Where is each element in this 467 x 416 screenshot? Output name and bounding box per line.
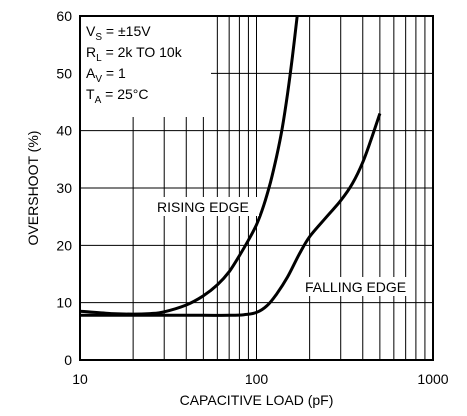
x-tick-label: 10 xyxy=(72,371,88,387)
condition-subscript: L xyxy=(96,53,102,64)
series-label-falling-edge: FALLING EDGE xyxy=(305,279,406,295)
y-tick-label: 30 xyxy=(56,180,72,196)
series-label-rising-edge: RISING EDGE xyxy=(157,199,249,215)
y-tick-label: 10 xyxy=(56,295,72,311)
curve-falling-edge xyxy=(80,113,382,317)
condition-symbol: T xyxy=(86,86,95,102)
condition-value: = 2k TO 10k xyxy=(102,44,183,60)
y-tick-label: 50 xyxy=(56,65,72,81)
condition-value: = ±15V xyxy=(102,23,151,39)
condition-subscript: S xyxy=(95,32,102,43)
x-axis-label: CAPACITIVE LOAD (pF) xyxy=(180,392,334,408)
curve-rising-edge xyxy=(79,15,299,316)
condition-line: VS = ±15V xyxy=(86,23,151,43)
condition-symbol: R xyxy=(86,44,96,60)
curves xyxy=(79,15,382,317)
plot-frame xyxy=(79,15,434,361)
y-tick-label: 0 xyxy=(64,352,72,368)
condition-symbol: A xyxy=(86,65,96,81)
condition-line: TA = 25°C xyxy=(86,86,148,106)
y-tick-label: 60 xyxy=(56,8,72,24)
y-tick-label: 40 xyxy=(56,123,72,139)
condition-line: AV = 1 xyxy=(86,65,126,85)
grid-lines xyxy=(80,16,433,360)
y-axis-label: OVERSHOOT (%) xyxy=(25,131,41,246)
condition-symbol: V xyxy=(86,23,96,39)
x-tick-label: 1000 xyxy=(417,371,448,387)
series-label-background xyxy=(303,277,415,296)
series-labels: RISING EDGE FALLING EDGE xyxy=(155,197,415,296)
series-label-background xyxy=(155,197,259,216)
y-tick-label: 20 xyxy=(56,237,72,253)
condition-subscript: A xyxy=(95,95,102,106)
x-tick-label: 100 xyxy=(245,371,269,387)
condition-value: = 25°C xyxy=(101,86,148,102)
condition-subscript: V xyxy=(95,74,102,85)
conditions-background xyxy=(81,17,211,117)
condition-line: RL = 2k TO 10k xyxy=(86,44,183,64)
condition-value: = 1 xyxy=(102,65,126,81)
